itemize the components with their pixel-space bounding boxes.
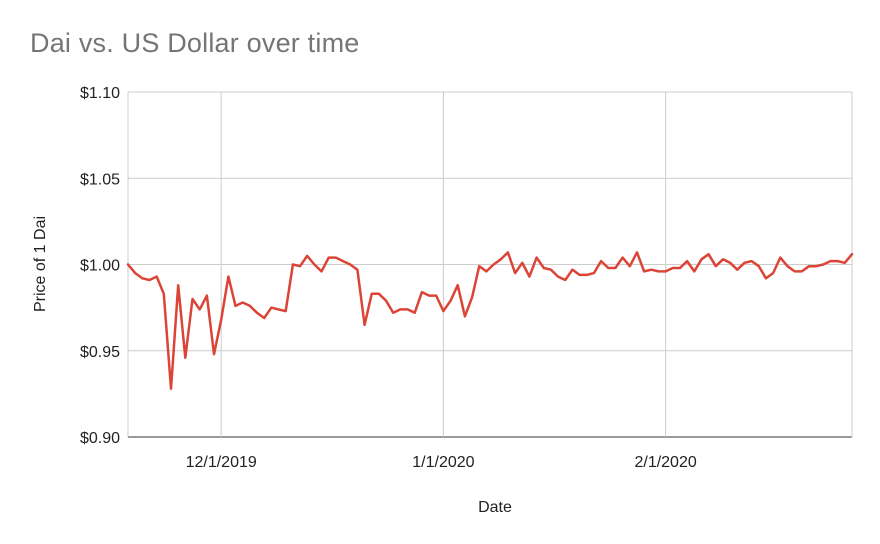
price-series-line <box>126 251 854 390</box>
y-tick-label: $1.00 <box>80 258 120 275</box>
y-tick-label: $1.05 <box>80 171 120 188</box>
y-tick-label: $0.90 <box>80 430 120 447</box>
x-tick-label: 12/1/2019 <box>186 454 257 471</box>
y-tick-label: $1.10 <box>80 85 120 102</box>
x-tick-label: 1/1/2020 <box>412 454 474 471</box>
x-tick-label: 2/1/2020 <box>634 454 696 471</box>
x-axis-title: Date <box>478 499 512 516</box>
y-axis-ticks: $1.10 $1.05 $1.00 $0.95 $0.90 <box>80 85 120 447</box>
series-group <box>126 251 854 390</box>
y-axis-title: Price of 1 Dai <box>32 216 49 312</box>
chart-title: Dai vs. US Dollar over time <box>30 28 360 58</box>
x-axis-ticks: 12/1/2019 1/1/2020 2/1/2020 <box>186 454 697 471</box>
gridlines <box>127 91 853 438</box>
y-tick-label: $0.95 <box>80 344 120 361</box>
